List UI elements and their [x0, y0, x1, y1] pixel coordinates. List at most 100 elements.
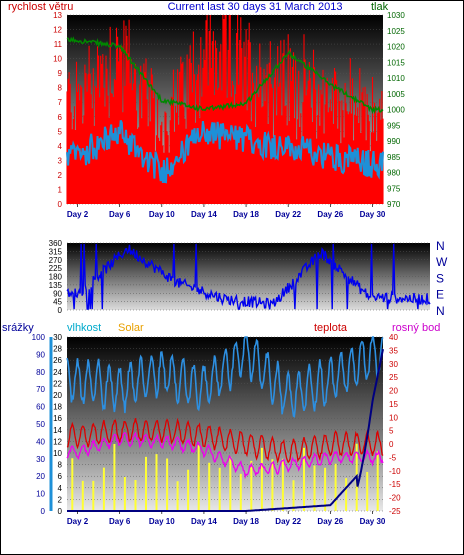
left-tick-label: 5	[58, 127, 63, 136]
temperature-tick-label: 10	[389, 413, 398, 422]
x-tick-label: Day 18	[233, 517, 259, 526]
rain-tick-label: 22	[53, 379, 62, 388]
left-tick-label: 8	[58, 84, 63, 93]
temperature-tick-label: -15	[389, 480, 401, 489]
direction-tick-label: 0	[58, 306, 63, 315]
rain-tick-label: 18	[53, 403, 62, 412]
left-tick-label: 2	[58, 171, 63, 180]
humidity-tick-label: 90	[36, 350, 45, 359]
humidity-tick-label: 50	[36, 420, 45, 429]
right-tick-label: 1010	[387, 74, 405, 83]
x-tick-label: Day 10	[149, 210, 175, 219]
humidity-tick-label: 30	[36, 455, 45, 464]
humidity-tick-label: 60	[36, 403, 45, 412]
right-tick-label: 1005	[387, 90, 405, 99]
panel1-left-label: rychlost větru	[8, 1, 73, 13]
temperature-tick-label: 20	[389, 387, 398, 396]
series-solar	[71, 443, 379, 511]
temperature-tick-label: 30	[389, 360, 398, 369]
temperature-tick-label: 5	[389, 427, 394, 436]
compass-label: N	[436, 304, 445, 318]
series-dew-point	[66, 431, 384, 480]
humidity-tick-label: 70	[36, 385, 45, 394]
x-tick-label: Day 30	[360, 517, 386, 526]
left-tick-label: 4	[58, 142, 63, 151]
compass-label: E	[436, 288, 444, 302]
right-tick-label: 980	[387, 169, 401, 178]
humidity-tick-label: 10	[36, 490, 45, 499]
panel3-label-temp: teplota	[314, 322, 348, 334]
series-pressure	[66, 36, 384, 115]
rain-tick-label: 2	[58, 495, 63, 504]
direction-tick-label: 225	[49, 264, 63, 273]
direction-tick-label: 45	[53, 298, 62, 307]
left-tick-label: 0	[58, 200, 63, 209]
rain-tick-label: 20	[53, 391, 62, 400]
temperature-tick-label: -5	[389, 453, 397, 462]
left-tick-label: 9	[58, 69, 63, 78]
right-tick-label: 985	[387, 153, 401, 162]
panel1-right-label: tlak	[371, 1, 389, 13]
left-tick-label: 12	[53, 26, 62, 35]
series-wind-direction	[66, 243, 431, 310]
right-tick-label: 1025	[387, 27, 405, 36]
humidity-tick-label: 0	[41, 507, 46, 516]
compass-label: S	[436, 271, 444, 285]
left-tick-label: 1	[58, 185, 63, 194]
left-tick-label: 3	[58, 156, 63, 165]
panel1-title: Current last 30 days 31 March 2013	[168, 1, 343, 13]
right-tick-label: 1015	[387, 58, 405, 67]
humidity-tick-label: 80	[36, 368, 45, 377]
panel3-label-rain: srážky	[2, 322, 34, 334]
rain-tick-label: 24	[53, 368, 62, 377]
x-tick-label: Day 30	[360, 210, 386, 219]
temperature-tick-label: 25	[389, 373, 398, 382]
x-tick-label: Day 26	[317, 517, 343, 526]
x-tick-label: Day 14	[191, 517, 217, 526]
x-tick-label: Day 18	[233, 210, 259, 219]
right-tick-label: 1020	[387, 43, 405, 52]
right-tick-label: 990	[387, 137, 401, 146]
right-tick-label: 970	[387, 200, 401, 209]
compass-label: W	[436, 255, 448, 269]
x-tick-label: Day 22	[275, 210, 301, 219]
left-tick-label: 11	[54, 40, 63, 49]
rain-tick-label: 8	[58, 461, 63, 470]
left-tick-label: 10	[53, 55, 62, 64]
rain-tick-label: 12	[53, 437, 62, 446]
series-wind-speed	[66, 119, 384, 184]
rain-tick-label: 14	[53, 426, 62, 435]
temperature-tick-label: -10	[389, 467, 401, 476]
rain-tick-label: 28	[53, 345, 62, 354]
right-tick-label: 975	[387, 184, 401, 193]
humidity-tick-label: 40	[36, 437, 45, 446]
x-tick-label: Day 10	[149, 517, 175, 526]
compass-label: N	[436, 239, 445, 253]
x-tick-label: Day 6	[109, 210, 131, 219]
rain-tick-label: 10	[53, 449, 62, 458]
rain-tick-label: 16	[53, 414, 62, 423]
panel3-label-solar: Solar	[118, 322, 144, 334]
temperature-tick-label: 0	[389, 440, 394, 449]
rain-tick-label: 4	[58, 484, 63, 493]
direction-tick-label: 360	[49, 239, 63, 248]
rain-tick-label: 26	[53, 356, 62, 365]
humidity-tick-label: 100	[32, 333, 46, 342]
x-tick-label: Day 2	[67, 517, 89, 526]
right-tick-label: 1000	[387, 106, 405, 115]
left-tick-label: 13	[53, 11, 62, 20]
temperature-tick-label: 15	[389, 400, 398, 409]
temperature-tick-label: -25	[389, 507, 401, 516]
rain-tick-label: 30	[53, 333, 62, 342]
left-tick-label: 7	[58, 98, 63, 107]
temperature-tick-label: 40	[389, 333, 398, 342]
direction-tick-label: 135	[49, 281, 63, 290]
temperature-tick-label: -20	[389, 494, 401, 503]
panel3-label-humidity: vlhkost	[67, 322, 101, 334]
right-tick-label: 1030	[387, 11, 405, 20]
x-tick-label: Day 6	[109, 517, 131, 526]
rain-tick-label: 0	[58, 507, 63, 516]
humidity-tick-label: 20	[36, 472, 45, 481]
series-temperature	[66, 417, 384, 464]
